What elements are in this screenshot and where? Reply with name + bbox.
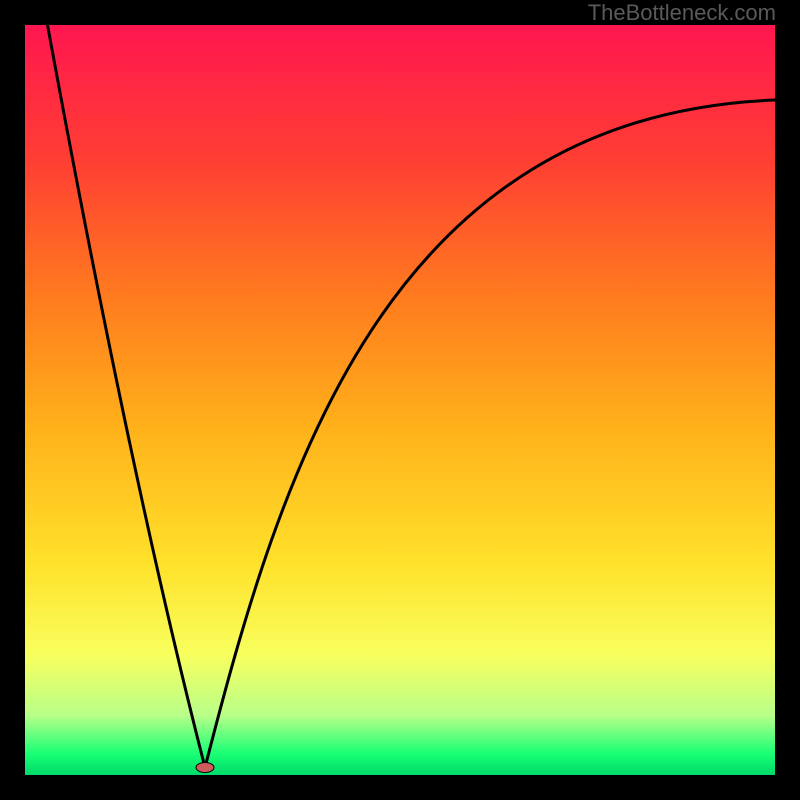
watermark-text: TheBottleneck.com — [588, 0, 776, 26]
chart-frame — [0, 0, 800, 800]
figure-root: TheBottleneck.com — [0, 0, 800, 800]
